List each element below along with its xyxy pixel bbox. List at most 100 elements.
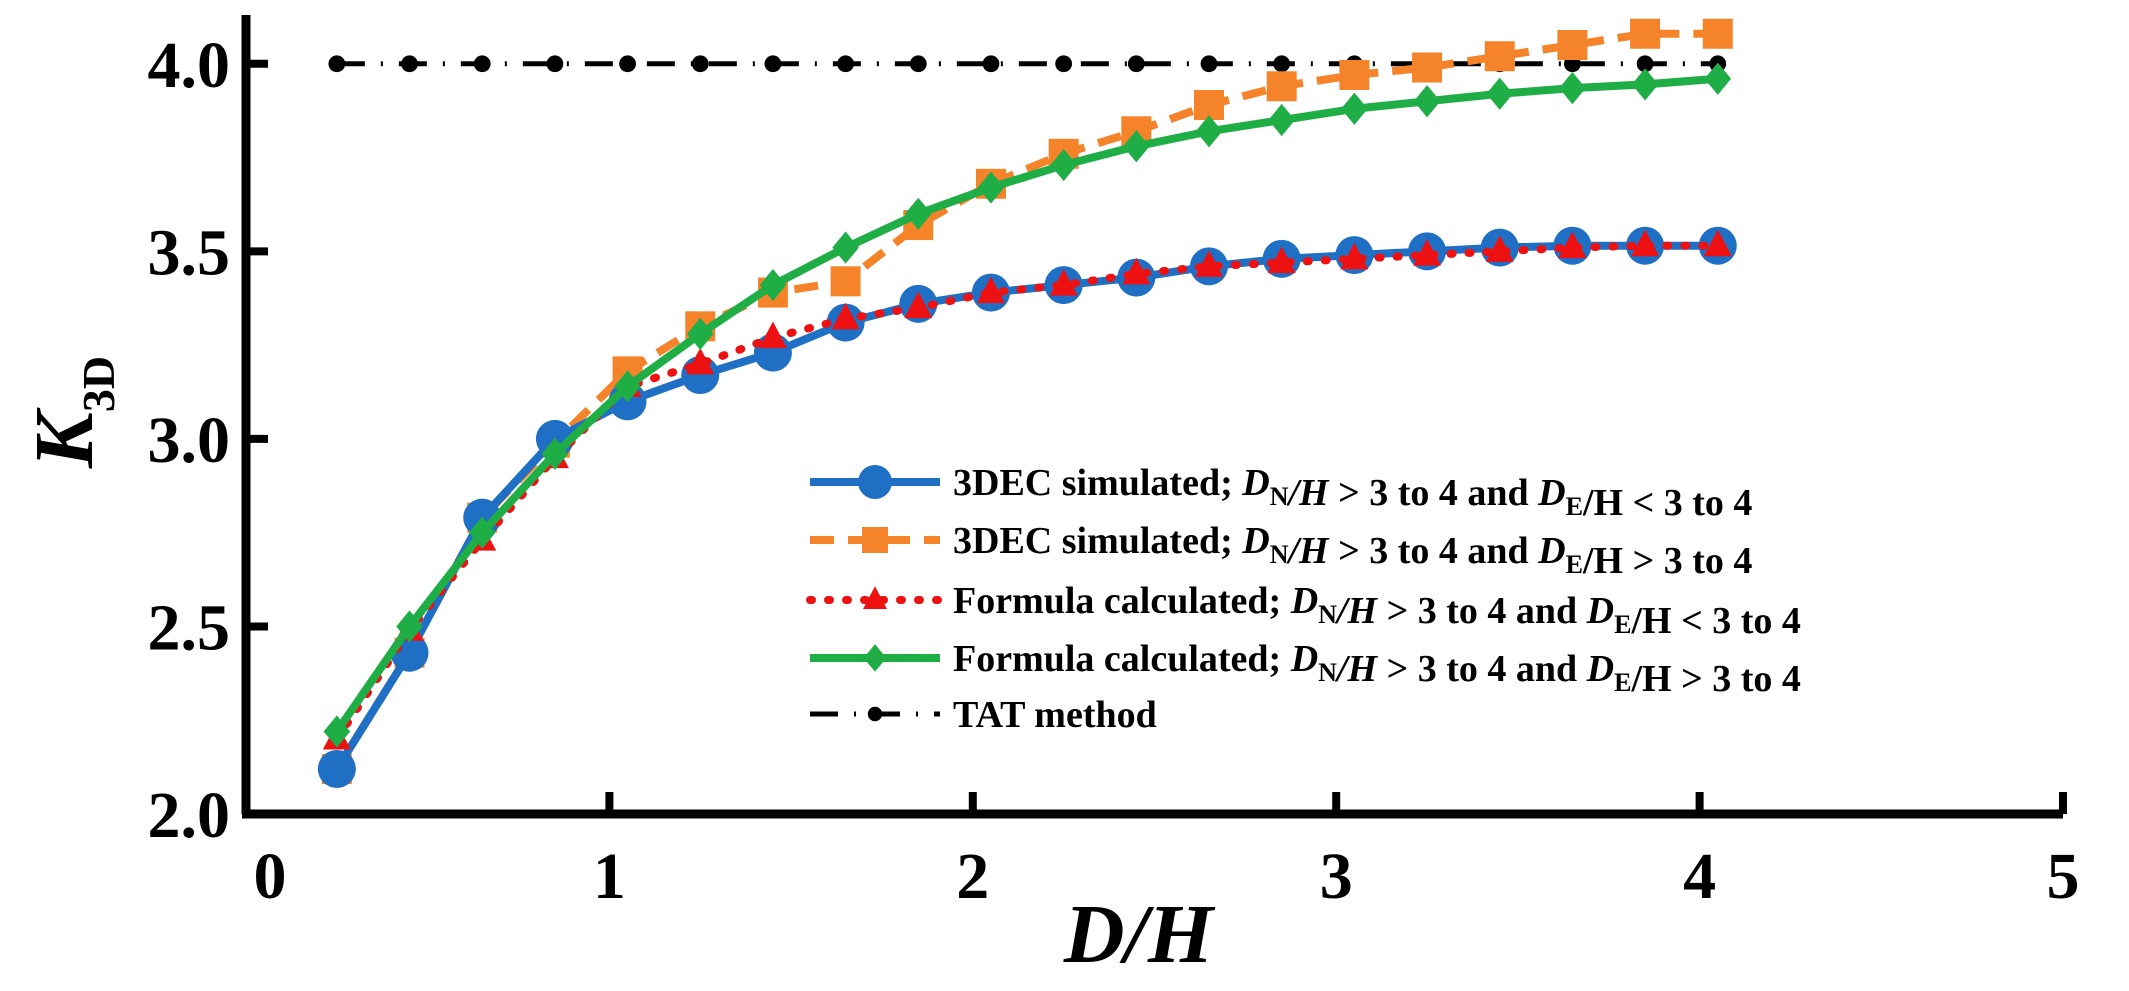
- data-point: [1412, 52, 1443, 83]
- x-tick-label: 4: [1683, 840, 1716, 913]
- legend-entry-2: 3DEC simulated; DN/H > 3 to 4 and DE/H >…: [810, 520, 1752, 582]
- legend-text-asub: N: [1270, 482, 1289, 511]
- data-point: [832, 231, 859, 264]
- data-point: [686, 347, 715, 375]
- legend-marker: [863, 644, 887, 672]
- legend-text-b: /H: [1334, 648, 1379, 690]
- legend-label: TAT method: [953, 694, 1157, 736]
- data-point: [977, 171, 1005, 204]
- x-tick-label: 0: [254, 840, 287, 913]
- x-tick-label: 2: [956, 840, 989, 913]
- data-point: [1268, 103, 1295, 137]
- legend-label: 3DEC simulated; DN/H > 3 to 4 and DE/H >…: [953, 520, 1752, 582]
- data-point: [1195, 250, 1224, 277]
- data-point: [1266, 71, 1297, 102]
- data-point: [541, 437, 569, 470]
- y-tick-label: 4.0: [148, 29, 231, 102]
- data-point: [1486, 77, 1514, 110]
- y-tick-label: 2.5: [148, 591, 231, 664]
- legend-text-prefix: Formula calculated;: [953, 580, 1291, 622]
- data-point: [1484, 41, 1515, 72]
- legend-marker: [863, 586, 887, 609]
- x-tick-label: 5: [2047, 840, 2080, 913]
- data-point: [1339, 60, 1370, 91]
- legend-text-d: D: [1586, 648, 1614, 690]
- legend-text-a: D: [1290, 638, 1318, 680]
- data-point: [323, 715, 351, 748]
- data-point: [1485, 235, 1514, 262]
- x-tick-label: 3: [1320, 840, 1353, 913]
- legend-text-prefix: 3DEC simulated;: [953, 520, 1242, 562]
- legend-text-prefix: Formula calculated;: [953, 638, 1291, 680]
- legend-text-a: D: [1290, 580, 1318, 622]
- data-point: [1703, 229, 1732, 257]
- y-tick-label: 3.5: [148, 216, 231, 289]
- legend-entry-5: TAT method: [810, 694, 1157, 736]
- data-point: [1413, 85, 1441, 118]
- legend-text-c: > 3 to 4 and: [1377, 590, 1587, 632]
- data-point: [1636, 55, 1654, 73]
- data-point: [758, 321, 787, 349]
- data-point: [468, 516, 496, 549]
- legend-text-b: /H: [1285, 530, 1330, 572]
- data-point: [1702, 18, 1733, 49]
- data-point: [1050, 148, 1077, 182]
- legend-text-asub: N: [1270, 540, 1289, 569]
- legend-text-e: /H > 3 to 4: [1582, 540, 1752, 582]
- legend-text-dsub: E: [1566, 492, 1583, 521]
- legend-text-dsub: E: [1614, 610, 1631, 639]
- legend-marker: [867, 706, 883, 722]
- data-point: [619, 55, 636, 73]
- y-axis-label-main: K: [18, 407, 111, 469]
- data-point: [396, 610, 423, 643]
- legend-entry-3: Formula calculated; DN/H > 3 to 4 and DE…: [806, 580, 1801, 642]
- data-point: [328, 55, 346, 73]
- data-point: [546, 55, 564, 73]
- data-point: [691, 55, 709, 73]
- data-point: [317, 749, 356, 788]
- data-point: [1123, 130, 1150, 163]
- legend-text-c: > 3 to 4 and: [1329, 472, 1539, 514]
- series-layer: [317, 18, 1737, 788]
- data-point: [1704, 62, 1732, 95]
- y-axis-label: K3D: [18, 356, 124, 469]
- data-point: [686, 317, 714, 350]
- data-point: [1631, 229, 1660, 257]
- data-point: [831, 302, 860, 330]
- data-point: [764, 55, 782, 73]
- legend-text-prefix: TAT method: [953, 694, 1157, 736]
- legend-text-prefix: 3DEC simulated;: [953, 462, 1242, 504]
- legend-text-asub: N: [1318, 658, 1337, 687]
- legend-label: Formula calculated; DN/H > 3 to 4 and DE…: [953, 638, 1801, 700]
- axes: 2.0 2.5 3.0 3.5 4.0 0 1 2 3 4 5 D/H K3D: [18, 15, 2080, 981]
- data-point: [759, 268, 787, 302]
- data-point: [401, 55, 418, 73]
- data-point: [1195, 115, 1223, 148]
- legend-text-asub: N: [1318, 600, 1337, 629]
- series-line: [332, 241, 1722, 743]
- legend-text-dsub: E: [1614, 668, 1631, 697]
- legend-text-dsub: E: [1566, 550, 1583, 579]
- data-point: [1557, 30, 1588, 60]
- data-point: [614, 370, 641, 403]
- data-point: [904, 197, 932, 230]
- data-point: [1340, 242, 1369, 270]
- legend-text-a: D: [1241, 520, 1269, 562]
- x-axis-label: D/H: [1063, 888, 1216, 981]
- data-point: [1631, 68, 1659, 101]
- x-tick-label: 1: [593, 840, 626, 913]
- legend-marker: [862, 527, 888, 553]
- data-point: [1559, 72, 1586, 105]
- data-point: [473, 55, 491, 73]
- legend-text-c: > 3 to 4 and: [1377, 648, 1587, 690]
- legend-text-d: D: [1537, 472, 1565, 514]
- data-point: [830, 266, 861, 297]
- legend-text-a: D: [1241, 462, 1269, 504]
- y-axis-label-sub: 3D: [73, 356, 124, 412]
- data-point: [1413, 238, 1442, 266]
- data-point: [982, 55, 1000, 73]
- legend-text-b: /H: [1334, 590, 1379, 632]
- data-point: [1049, 268, 1078, 296]
- legend-marker: [858, 465, 892, 499]
